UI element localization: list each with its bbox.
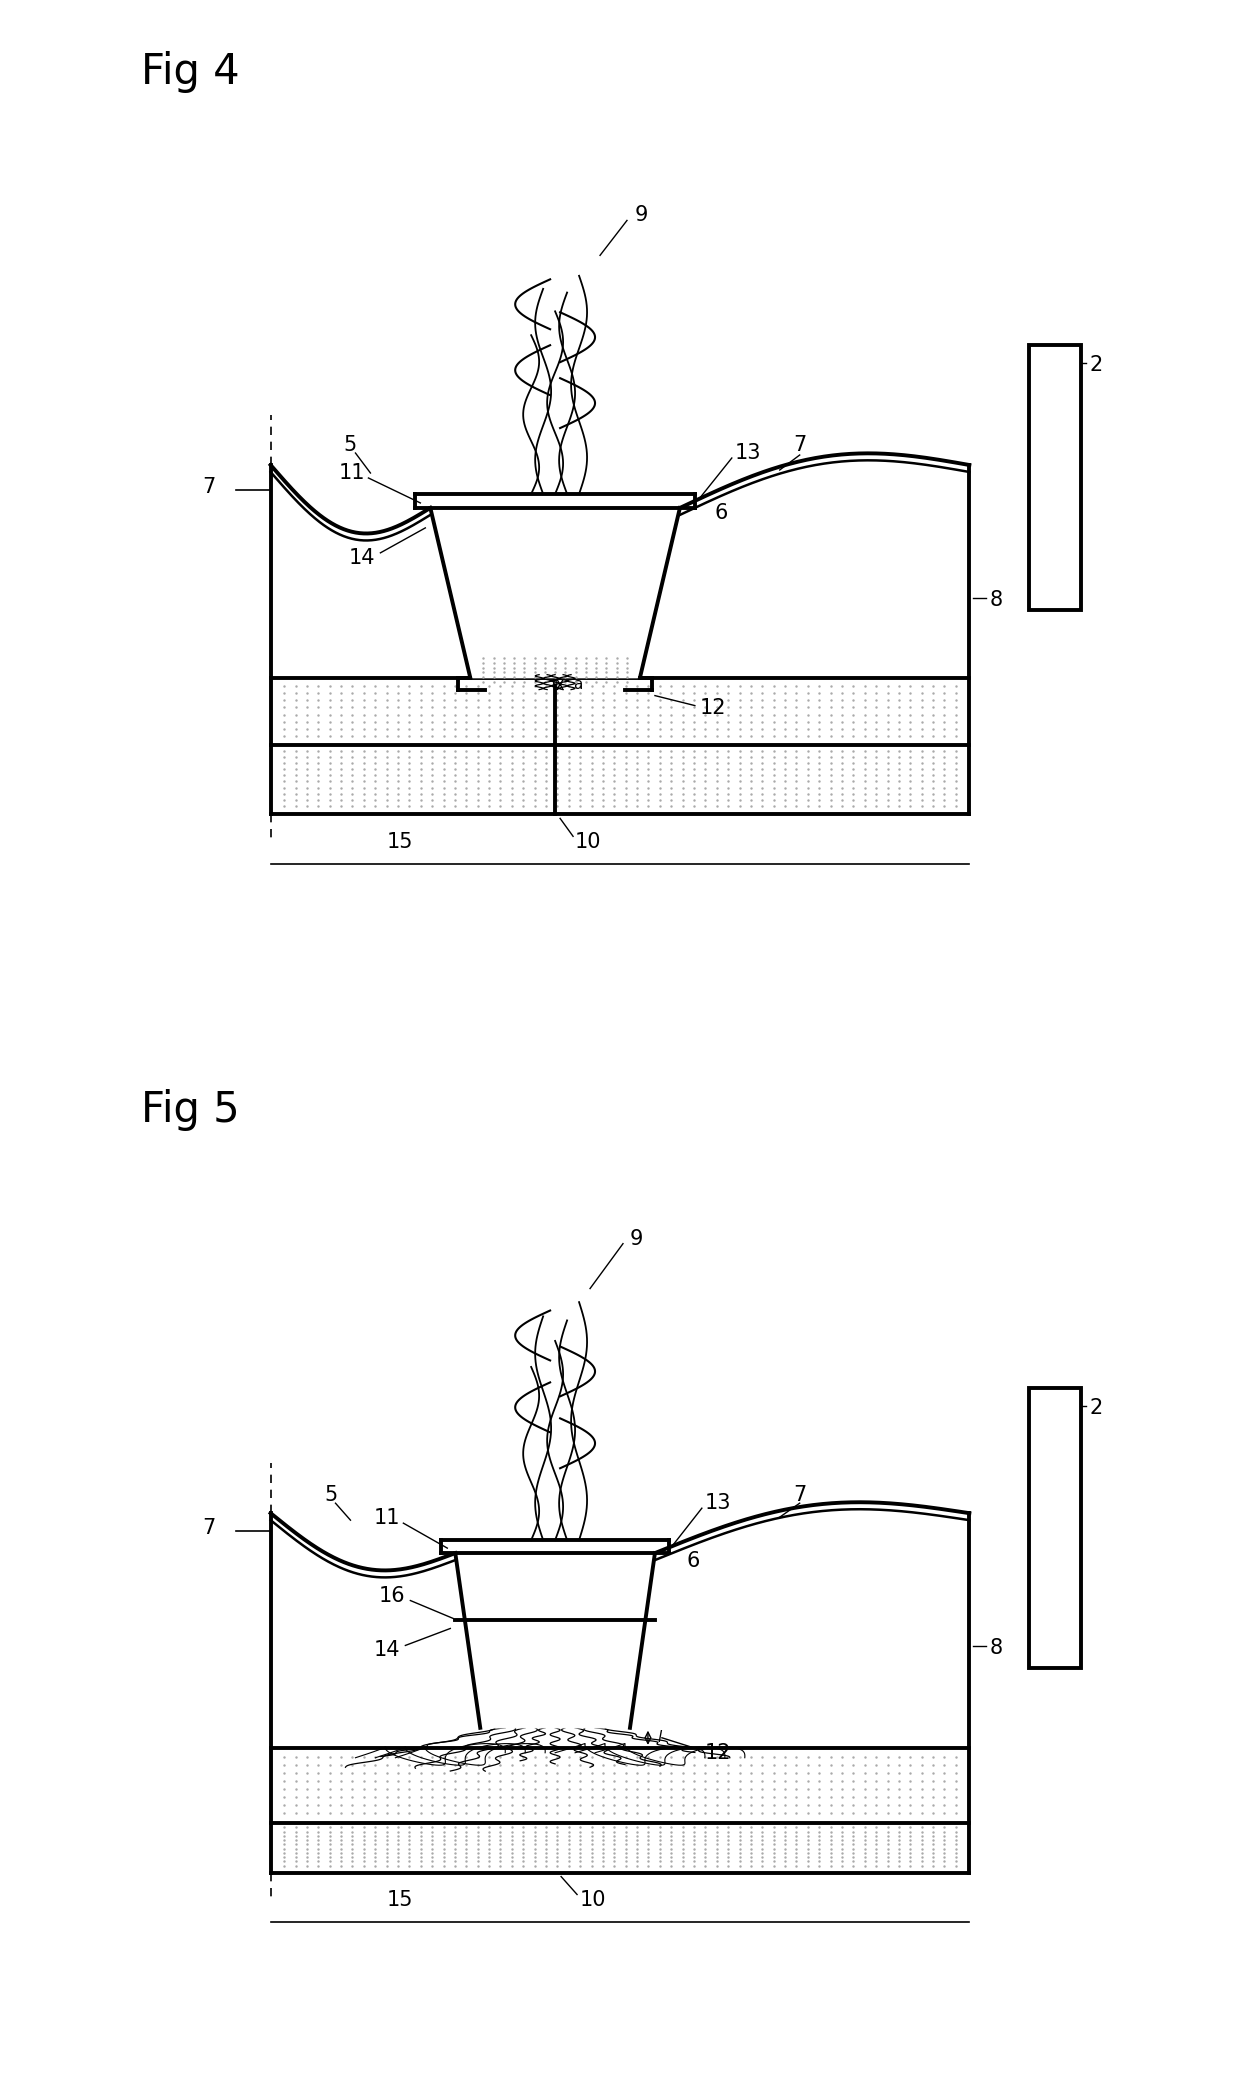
Text: Fig 5: Fig 5 (141, 1089, 239, 1130)
Text: 6: 6 (687, 1550, 701, 1571)
Text: a: a (573, 677, 583, 692)
Text: 7: 7 (794, 1486, 806, 1504)
Text: 9: 9 (635, 206, 649, 224)
Text: 2: 2 (1089, 1398, 1102, 1419)
Text: 13: 13 (735, 443, 761, 463)
Text: 14: 14 (374, 1640, 401, 1660)
Text: 16: 16 (378, 1586, 405, 1606)
Polygon shape (430, 507, 680, 677)
Text: 15: 15 (387, 833, 414, 852)
Text: 5: 5 (324, 1486, 337, 1504)
Text: 2: 2 (1089, 355, 1102, 376)
Bar (1029, 1388, 1081, 1669)
Text: 5: 5 (343, 434, 357, 455)
Text: 11: 11 (374, 1509, 401, 1527)
Text: 6: 6 (714, 503, 728, 524)
Text: 14: 14 (348, 549, 376, 567)
Text: Fig 4: Fig 4 (141, 50, 239, 94)
Text: 12: 12 (704, 1743, 732, 1762)
Text: 12: 12 (699, 698, 727, 717)
Text: 9: 9 (630, 1228, 644, 1249)
Bar (1029, 345, 1081, 609)
Text: 8: 8 (990, 1637, 1002, 1658)
Text: 13: 13 (704, 1494, 732, 1513)
Text: 7: 7 (202, 1519, 216, 1538)
Text: 7: 7 (202, 478, 216, 497)
Text: 11: 11 (339, 463, 366, 482)
Text: 8: 8 (990, 590, 1002, 609)
Text: 10: 10 (575, 833, 601, 852)
Polygon shape (455, 1552, 655, 1727)
Text: 10: 10 (580, 1891, 606, 1910)
Text: 7: 7 (794, 434, 806, 455)
Text: 15: 15 (387, 1891, 414, 1910)
Text: l: l (658, 1731, 662, 1746)
